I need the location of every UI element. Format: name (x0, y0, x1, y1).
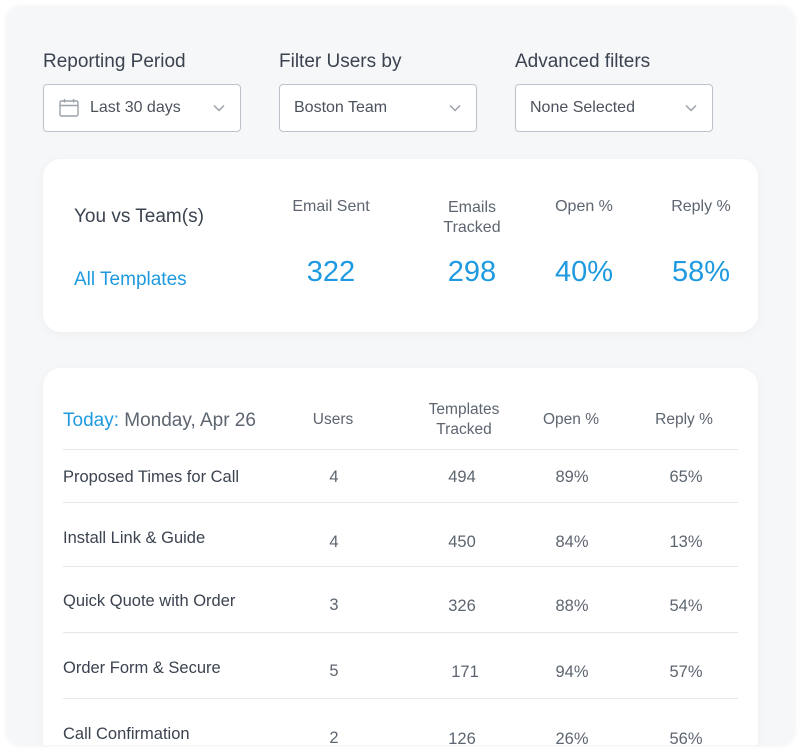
calendar-icon (58, 97, 80, 119)
divider (63, 632, 738, 633)
chevron-down-icon (684, 101, 698, 115)
reporting-panel: Reporting Period Last 30 days Filter Use… (7, 7, 794, 745)
advanced-filters-select[interactable]: None Selected (515, 84, 713, 132)
today-label: Today: (63, 410, 119, 431)
template-users: 4 (329, 468, 339, 486)
template-tracked: 171 (451, 663, 479, 681)
divider (63, 449, 738, 450)
template-tracked: 126 (448, 730, 476, 745)
advanced-filters-value: None Selected (530, 99, 635, 116)
template-name: Quick Quote with Order (63, 592, 236, 610)
template-reply: 56% (669, 730, 703, 745)
template-reply: 65% (669, 468, 703, 486)
summary-card: You vs Team(s) All Templates Email Sent … (43, 159, 758, 332)
chevron-down-icon (448, 101, 462, 115)
template-reply: 54% (669, 597, 703, 615)
template-name: Install Link & Guide (63, 529, 206, 547)
advanced-filters-label: Advanced filters (515, 51, 651, 72)
divider (63, 566, 738, 567)
users-column-header: Users (312, 411, 354, 428)
reporting-period-label: Reporting Period (43, 51, 186, 72)
template-users: 2 (329, 729, 339, 745)
chevron-down-icon (212, 101, 226, 115)
template-tracked: 494 (448, 468, 476, 486)
filter-users-label: Filter Users by (279, 51, 402, 72)
template-open: 26% (555, 730, 589, 745)
template-name: Proposed Times for Call (63, 468, 240, 486)
templates-tracked-column-header: Templates Tracked (428, 401, 500, 438)
filter-users-select[interactable]: Boston Team (279, 84, 477, 132)
reporting-period-value: Last 30 days (90, 99, 181, 116)
divider (63, 698, 738, 699)
template-users: 4 (329, 533, 339, 551)
template-open: 94% (555, 663, 589, 681)
template-users: 5 (329, 662, 339, 680)
email-sent-header: Email Sent (292, 198, 370, 215)
reply-percent-header: Reply % (671, 198, 731, 215)
template-name: Call Confirmation (63, 725, 190, 743)
template-open: 89% (555, 468, 589, 486)
reporting-period-select[interactable]: Last 30 days (43, 84, 241, 132)
filter-users-value: Boston Team (294, 99, 388, 116)
email-sent-value: 322 (306, 256, 356, 288)
template-open: 88% (555, 597, 589, 615)
reply-column-header: Reply % (655, 411, 713, 428)
summary-title: You vs Team(s) (74, 206, 204, 227)
today-heading: Today: Monday, Apr 26 (63, 410, 256, 432)
template-reply: 13% (669, 533, 703, 551)
template-open: 84% (555, 533, 589, 551)
template-reply: 57% (669, 663, 703, 681)
all-templates-link[interactable]: All Templates (74, 269, 187, 290)
open-percent-header: Open % (555, 198, 613, 215)
templates-table-card: Today: Monday, Apr 26 Users Templates Tr… (43, 368, 758, 745)
template-tracked: 326 (448, 597, 476, 615)
template-users: 3 (329, 596, 339, 614)
template-name: Order Form & Secure (63, 659, 221, 677)
open-column-header: Open % (542, 411, 599, 428)
emails-tracked-value: 298 (447, 256, 497, 288)
today-date: Monday, Apr 26 (124, 410, 256, 431)
reply-percent-value: 58% (671, 256, 731, 288)
divider (63, 502, 738, 503)
emails-tracked-header: Emails Tracked (443, 199, 501, 236)
template-tracked: 450 (448, 533, 476, 551)
open-percent-value: 40% (554, 256, 614, 288)
